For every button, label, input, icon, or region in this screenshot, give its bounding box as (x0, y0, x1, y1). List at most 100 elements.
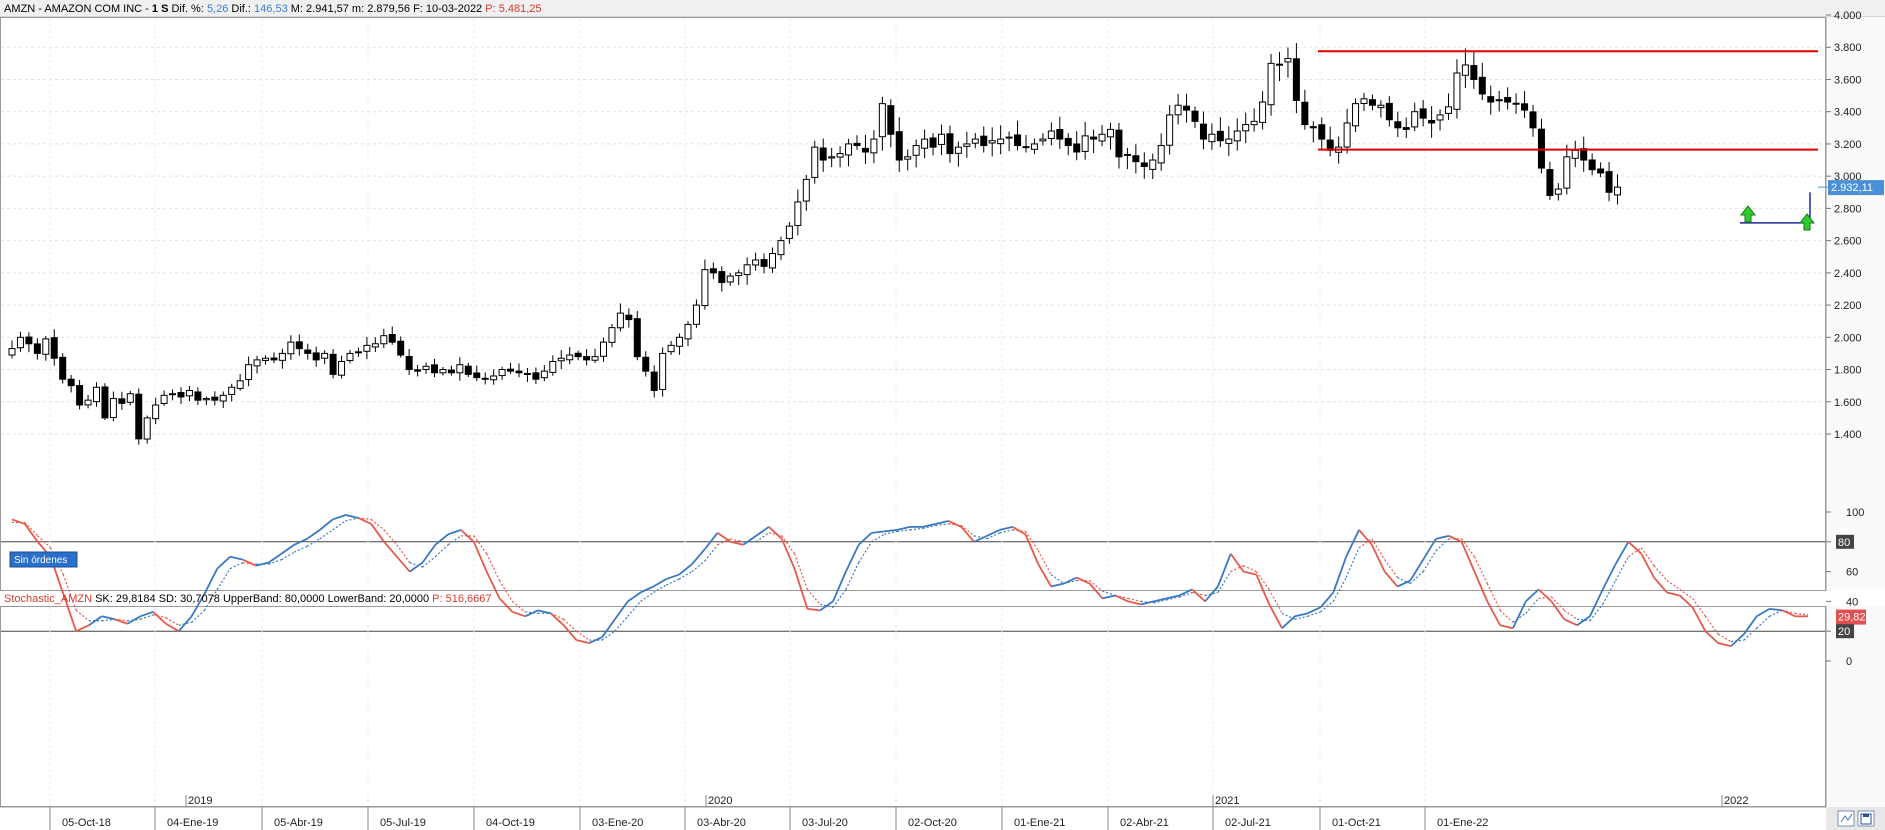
candle (219, 391, 227, 409)
candle-body (1571, 149, 1579, 159)
candle-body (1436, 114, 1444, 121)
header-bar (0, 0, 1885, 17)
candle (1512, 93, 1520, 114)
candle-body (1107, 128, 1114, 138)
chart-type-icon[interactable] (1837, 810, 1855, 827)
orders-button[interactable]: Sin órdenes (9, 551, 78, 568)
sk-line-segment (627, 591, 642, 603)
candle (481, 372, 489, 385)
sk-line-segment (242, 558, 257, 567)
sk-line-segment (1076, 576, 1090, 585)
candle-body (929, 137, 937, 148)
sk-line-segment (973, 535, 988, 543)
save-icon[interactable] (1857, 810, 1875, 827)
sk-line-segment (1576, 615, 1591, 626)
candle-body (938, 133, 945, 145)
sk-line-segment (1397, 579, 1411, 588)
candle-body (312, 352, 320, 361)
candle-body (321, 352, 329, 359)
sk-line-segment (127, 615, 141, 625)
sk-line-segment (1563, 618, 1578, 627)
candle (1216, 117, 1224, 148)
candle (828, 147, 836, 168)
candle (1368, 94, 1376, 111)
candle (1073, 131, 1081, 161)
candle-body (540, 370, 548, 379)
candle-body (1199, 123, 1207, 140)
sd-line-segment (1050, 574, 1065, 585)
candle-body (118, 398, 126, 404)
candle (1039, 133, 1047, 146)
sk-line-segment (871, 530, 885, 534)
candle (938, 124, 945, 156)
candle (270, 352, 278, 364)
candle-body (1385, 102, 1393, 121)
sd-line-segment (845, 562, 860, 590)
candle (321, 350, 329, 365)
sd-line-segment (1563, 609, 1578, 620)
sd-line-segment (1409, 571, 1424, 584)
sk-line-segment (1140, 600, 1154, 606)
price-axis-label: 3.600 (1834, 74, 1862, 86)
candle-body (1478, 76, 1486, 95)
candle-body (1352, 103, 1360, 127)
candle (1428, 106, 1436, 138)
candle (1301, 89, 1309, 130)
sk-line-segment (280, 544, 295, 555)
candle (743, 257, 751, 285)
candle (625, 308, 633, 328)
candle-body (625, 314, 633, 321)
sd-line-segment (1089, 580, 1103, 592)
sd-line-segment (1473, 556, 1488, 584)
sk-line-segment (1781, 609, 1796, 618)
price-axis-label: 2.600 (1834, 236, 1862, 248)
sk-line-segment (807, 607, 821, 612)
candle (752, 252, 760, 271)
sk-line-segment (114, 618, 128, 625)
candle-body (1377, 104, 1385, 109)
candle-body (42, 338, 50, 355)
candle-body (447, 369, 455, 374)
sk-line-segment (691, 548, 706, 565)
candle (25, 332, 33, 353)
sd-line-segment (1345, 547, 1360, 578)
sk-line-segment (498, 597, 513, 613)
candle-body (1183, 105, 1191, 111)
candle (346, 349, 354, 364)
candle (67, 375, 75, 393)
candle-body (1428, 120, 1436, 124)
stoch-axis-label: 0 (1846, 656, 1852, 668)
candle-body (845, 143, 853, 156)
x-axis-label: 04-Oct-19 (486, 817, 535, 829)
sk-line-segment (1730, 633, 1745, 647)
candle (397, 336, 405, 358)
candle-body (1529, 111, 1537, 129)
candle-body (523, 373, 531, 376)
candle-body (1546, 169, 1554, 196)
candle (1597, 162, 1605, 178)
sd-line-segment (1371, 538, 1386, 560)
sk-line-segment (11, 518, 26, 525)
candle (1259, 91, 1267, 130)
candle (109, 391, 117, 422)
candle (278, 348, 286, 369)
candle-body (1309, 126, 1317, 129)
sd-line-segment (678, 571, 693, 580)
sd-line-segment (1320, 600, 1334, 613)
year-label: 2019 (188, 795, 212, 807)
candle (1343, 108, 1351, 154)
candle (388, 326, 396, 345)
candle (101, 383, 109, 421)
candle-body (735, 272, 743, 277)
candle (253, 355, 261, 374)
candle (819, 138, 827, 172)
candle (616, 303, 624, 332)
candle-body (405, 356, 413, 371)
candle-body (278, 352, 286, 361)
candle-body (431, 364, 438, 374)
candle-body (1445, 106, 1452, 114)
sd-line-segment (653, 584, 667, 593)
sk-line-segment (255, 561, 269, 567)
candle-body (76, 385, 84, 406)
price-axis-label: 1.600 (1834, 397, 1862, 409)
